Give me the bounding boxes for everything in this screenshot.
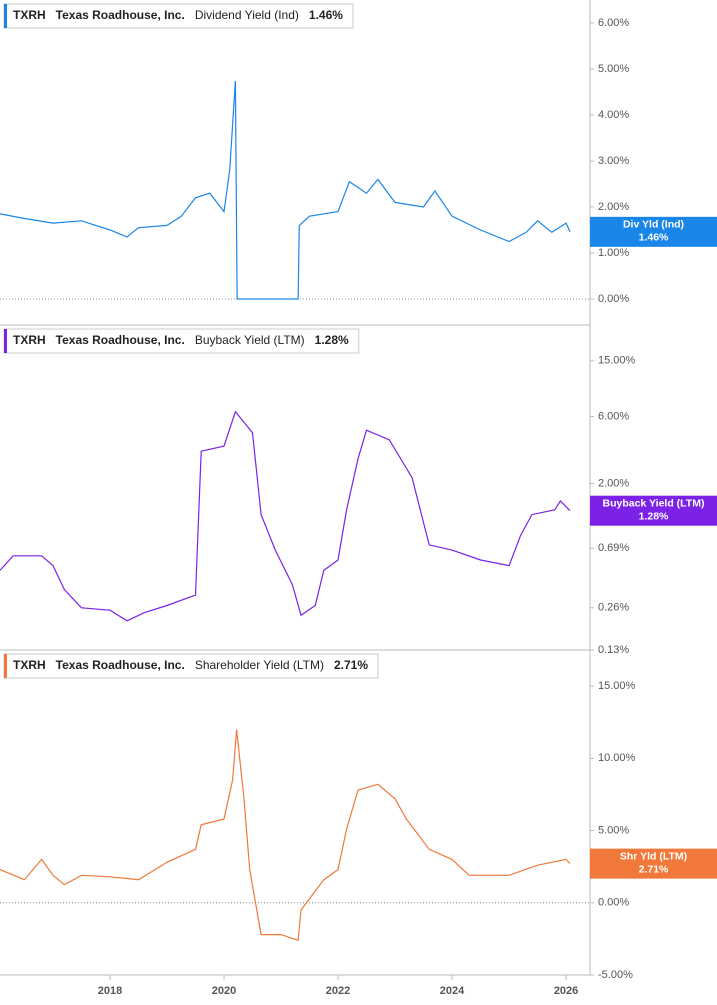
header-company: Texas Roadhouse, Inc. — [56, 333, 185, 347]
header-ticker: TXRH — [13, 8, 46, 22]
y-tick-label: 1.00% — [598, 247, 629, 259]
y-tick-label: 4.00% — [598, 109, 629, 121]
series-header: TXRH Texas Roadhouse, Inc. Dividend Yield … — [3, 3, 354, 29]
y-tick-label: 3.00% — [598, 155, 629, 167]
header-metric: Dividend Yield (Ind) — [195, 8, 299, 22]
y-tick-label: 15.00% — [598, 680, 636, 692]
y-tick-label: 6.00% — [598, 17, 629, 29]
value-tag-value: 1.46% — [639, 232, 669, 244]
header-company: Texas Roadhouse, Inc. — [56, 8, 185, 22]
y-tick-label: 6.00% — [598, 411, 629, 423]
value-tag-name: Shr Yld (LTM) — [620, 850, 687, 862]
y-tick-label: 2.00% — [598, 201, 629, 213]
series-header: TXRH Texas Roadhouse, Inc. Shareholder Yie… — [3, 653, 379, 679]
header-company: Texas Roadhouse, Inc. — [56, 658, 185, 672]
header-color-bar — [4, 329, 7, 353]
series-line — [0, 80, 571, 300]
y-tick-label: 0.69% — [598, 542, 629, 554]
header-ticker: TXRH — [13, 658, 46, 672]
header-color-bar — [4, 4, 7, 28]
header-box — [3, 3, 354, 29]
x-tick-label: 2024 — [440, 985, 465, 997]
x-tick-label: 2022 — [326, 985, 350, 997]
y-tick-label: 0.26% — [598, 602, 629, 614]
y-tick-label: 5.00% — [598, 63, 629, 75]
value-tag-name: Buyback Yield (LTM) — [603, 497, 705, 509]
value-tag-name: Div Yld (Ind) — [623, 219, 684, 231]
x-tick-label: 2026 — [554, 985, 578, 997]
y-tick-label: 0.00% — [598, 897, 629, 909]
y-tick-label: 10.00% — [598, 752, 636, 764]
y-tick-label: -5.00% — [598, 969, 633, 981]
header-box — [3, 653, 379, 679]
header-ticker: TXRH — [13, 333, 46, 347]
y-tick-label: 0.00% — [598, 293, 629, 305]
header-metric: Buyback Yield (LTM) — [195, 333, 305, 347]
series-header: TXRH Texas Roadhouse, Inc. Buyback Yield (… — [3, 328, 360, 354]
header-color-bar — [4, 654, 7, 678]
value-tag — [590, 216, 717, 247]
header-box — [3, 328, 360, 354]
header-current: 2.71% — [334, 658, 368, 672]
y-tick-label: 2.00% — [598, 477, 629, 489]
value-tag-value: 1.28% — [639, 510, 669, 522]
y-tick-label: 15.00% — [598, 355, 636, 367]
header-current: 1.46% — [309, 8, 343, 22]
header-metric: Shareholder Yield (LTM) — [195, 658, 324, 672]
value-tag-value: 2.71% — [639, 863, 669, 875]
y-tick-label: 5.00% — [598, 824, 629, 836]
x-tick-label: 2020 — [212, 985, 236, 997]
y-tick-label: 0.13% — [598, 644, 629, 656]
value-tag — [590, 848, 717, 879]
value-tag — [590, 495, 717, 526]
series-line — [0, 729, 571, 942]
series-line — [0, 410, 571, 622]
header-current: 1.28% — [315, 333, 349, 347]
x-tick-label: 2018 — [98, 985, 122, 997]
